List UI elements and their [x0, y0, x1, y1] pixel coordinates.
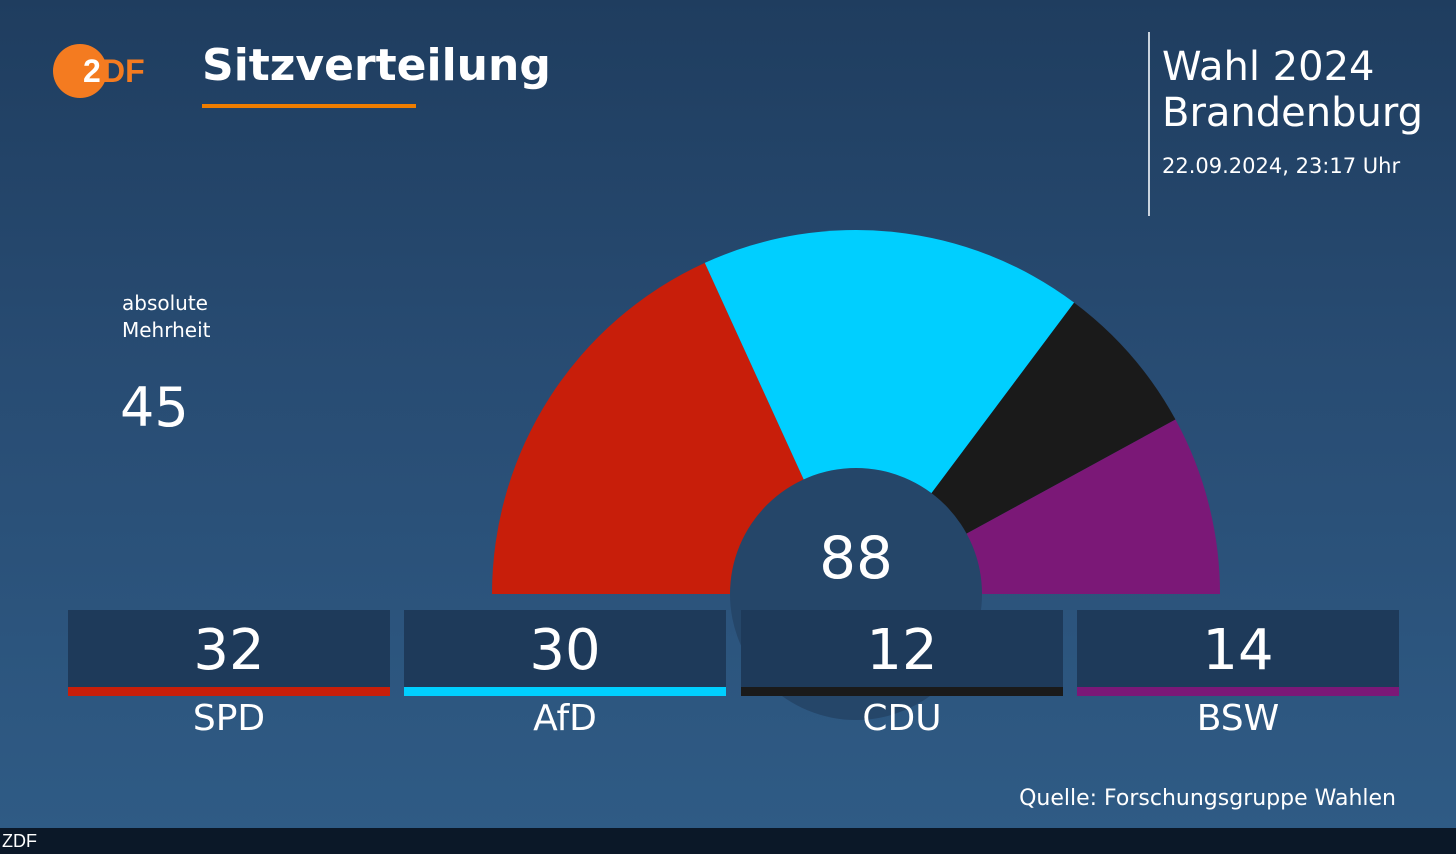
graphic-frame: 2 DF Sitzverteilung Wahl 2024 Brandenbur…: [0, 0, 1456, 828]
title-underline: [202, 104, 416, 108]
party-name-cdu: CDU: [862, 698, 942, 739]
party-box-spd: 32: [68, 610, 390, 696]
election-state: Brandenburg: [1162, 90, 1423, 136]
party-box-cdu: 12: [741, 610, 1063, 696]
party-color-stripe: [404, 687, 726, 696]
majority-label-line1: absolute: [122, 291, 208, 315]
svg-text:2: 2: [83, 53, 101, 89]
seat-segment-afd: [704, 230, 1075, 595]
party-color-stripe: [741, 687, 1063, 696]
party-seat-count: 12: [866, 618, 938, 683]
broadcaster-strip: ZDF: [0, 828, 1456, 854]
election-year: Wahl 2024: [1162, 44, 1375, 90]
party-color-stripe: [1077, 687, 1399, 696]
party-seat-count: 30: [529, 618, 601, 683]
page-title: Sitzverteilung: [202, 40, 551, 91]
total-seats-label: 88: [819, 524, 893, 592]
party-name-afd: AfD: [533, 698, 597, 739]
party-name-spd: SPD: [192, 698, 266, 739]
source-note: Quelle: Forschungsgruppe Wahlen: [1019, 786, 1396, 811]
party-color-stripe: [68, 687, 390, 696]
party-box-bsw: 14: [1077, 610, 1399, 696]
svg-text:DF: DF: [102, 53, 145, 89]
header-divider: [1148, 32, 1150, 216]
party-seat-count: 32: [193, 618, 265, 683]
party-name-bsw: BSW: [1196, 698, 1280, 739]
party-box-afd: 30: [404, 610, 726, 696]
majority-label-line2: Mehrheit: [122, 318, 211, 342]
zdf-logo: 2 DF: [53, 44, 145, 98]
election-name: Wahl 2024 Brandenburg: [1162, 44, 1423, 136]
majority-value: 45: [120, 376, 189, 439]
timestamp: 22.09.2024, 23:17 Uhr: [1162, 154, 1401, 178]
majority-label: absolute Mehrheit: [122, 290, 322, 344]
party-seat-count: 14: [1202, 618, 1274, 683]
